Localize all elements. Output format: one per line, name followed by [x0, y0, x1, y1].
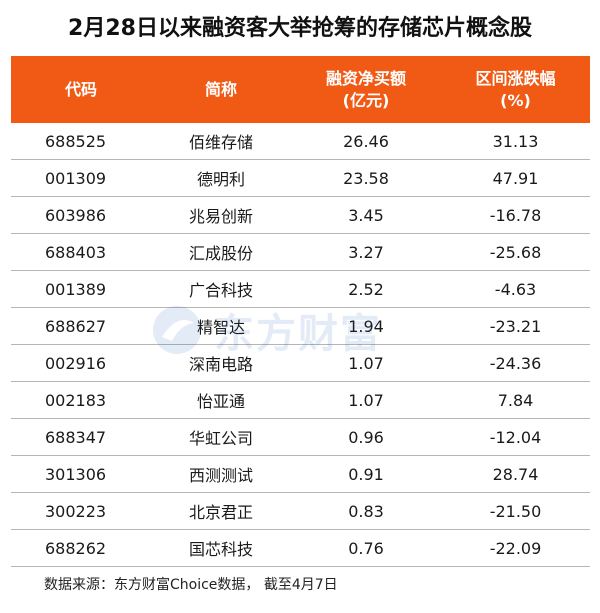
- table-row: 688627 精智达 1.94 -23.21: [11, 307, 590, 345]
- header-change: 区间涨跌幅 (%): [441, 56, 590, 123]
- cell-change: 7.84: [441, 381, 590, 419]
- table-row: 301306 西测测试 0.91 28.74: [11, 455, 590, 493]
- cell-code: 688347: [11, 418, 151, 456]
- cell-change: -23.21: [441, 307, 590, 345]
- margin-buy-table: 代码 简称 融资净买额 (亿元) 区间涨跌幅 (%) 688525 佰维存储 26.46…: [11, 56, 590, 567]
- table-header-row: 代码 简称 融资净买额 (亿元) 区间涨跌幅 (%): [11, 56, 590, 123]
- header-net-buy: 融资净买额 (亿元): [291, 56, 441, 123]
- cell-name: 兆易创新: [151, 196, 291, 234]
- cell-net-buy: 26.46: [291, 123, 441, 160]
- table-row: 002916 深南电路 1.07 -24.36: [11, 344, 590, 382]
- table-row: 001389 广合科技 2.52 -4.63: [11, 270, 590, 308]
- cell-name: 西测测试: [151, 455, 291, 493]
- table-row: 002183 怡亚通 1.07 7.84: [11, 381, 590, 419]
- cell-name: 怡亚通: [151, 381, 291, 419]
- cell-code: 300223: [11, 492, 151, 530]
- cell-name: 华虹公司: [151, 418, 291, 456]
- cell-change: -22.09: [441, 529, 590, 567]
- cell-change: -16.78: [441, 196, 590, 234]
- cell-net-buy: 23.58: [291, 159, 441, 197]
- cell-net-buy: 3.27: [291, 233, 441, 271]
- cell-name: 深南电路: [151, 344, 291, 382]
- cell-code: 002183: [11, 381, 151, 419]
- cell-net-buy: 0.76: [291, 529, 441, 567]
- cell-code: 688262: [11, 529, 151, 567]
- table-row: 603986 兆易创新 3.45 -16.78: [11, 196, 590, 234]
- cell-change: -25.68: [441, 233, 590, 271]
- cell-code: 001309: [11, 159, 151, 197]
- header-code: 代码: [11, 56, 151, 123]
- cell-code: 688525: [11, 123, 151, 160]
- table-row: 688262 国芯科技 0.76 -22.09: [11, 529, 590, 567]
- cell-code: 688403: [11, 233, 151, 271]
- source-note: 数据来源：东方财富Choice数据， 截至4月7日: [44, 577, 338, 593]
- cell-code: 001389: [11, 270, 151, 308]
- cell-change: -12.04: [441, 418, 590, 456]
- cell-change: 28.74: [441, 455, 590, 493]
- table-row: 688525 佰维存储 26.46 31.13: [11, 123, 590, 160]
- table-row: 001309 德明利 23.58 47.91: [11, 159, 590, 197]
- cell-name: 德明利: [151, 159, 291, 197]
- cell-code: 603986: [11, 196, 151, 234]
- cell-name: 北京君正: [151, 492, 291, 530]
- cell-name: 广合科技: [151, 270, 291, 308]
- cell-name: 国芯科技: [151, 529, 291, 567]
- table-row: 688347 华虹公司 0.96 -12.04: [11, 418, 590, 456]
- cell-name: 精智达: [151, 307, 291, 345]
- cell-net-buy: 0.83: [291, 492, 441, 530]
- cell-change: -4.63: [441, 270, 590, 308]
- page-title: 2月28日以来融资客大举抢筹的存储芯片概念股: [68, 16, 532, 41]
- cell-change: 31.13: [441, 123, 590, 160]
- cell-net-buy: 1.07: [291, 344, 441, 382]
- cell-net-buy: 3.45: [291, 196, 441, 234]
- cell-net-buy: 1.94: [291, 307, 441, 345]
- header-name: 简称: [151, 56, 291, 123]
- cell-code: 002916: [11, 344, 151, 382]
- cell-name: 佰维存储: [151, 123, 291, 160]
- table-row: 688403 汇成股份 3.27 -25.68: [11, 233, 590, 271]
- cell-change: 47.91: [441, 159, 590, 197]
- cell-net-buy: 2.52: [291, 270, 441, 308]
- cell-change: -21.50: [441, 492, 590, 530]
- table-row: 300223 北京君正 0.83 -21.50: [11, 492, 590, 530]
- cell-net-buy: 0.96: [291, 418, 441, 456]
- cell-code: 688627: [11, 307, 151, 345]
- cell-net-buy: 0.91: [291, 455, 441, 493]
- cell-change: -24.36: [441, 344, 590, 382]
- cell-net-buy: 1.07: [291, 381, 441, 419]
- cell-name: 汇成股份: [151, 233, 291, 271]
- cell-code: 301306: [11, 455, 151, 493]
